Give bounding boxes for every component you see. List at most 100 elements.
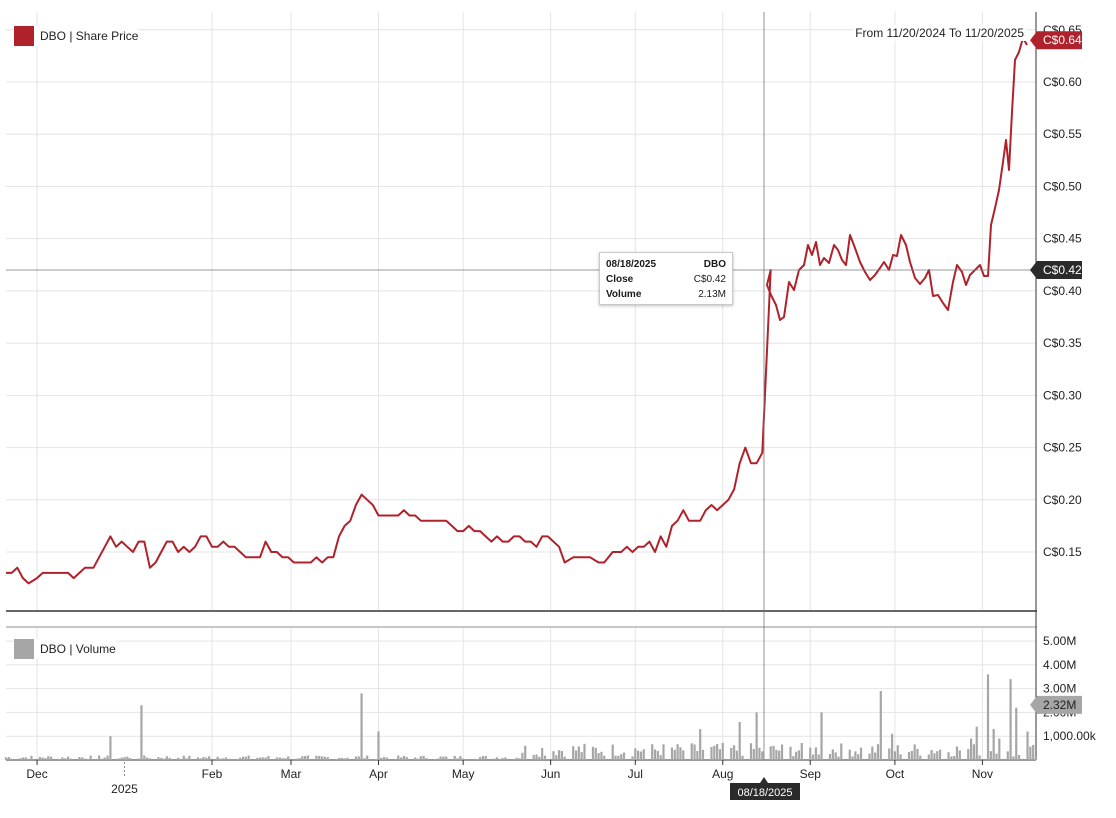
price-legend-swatch <box>14 26 34 46</box>
volume-bar <box>620 754 623 760</box>
volume-bar <box>735 750 738 760</box>
volume-bar <box>222 758 225 760</box>
volume-bar <box>44 758 47 760</box>
volume-bar <box>442 756 445 760</box>
volume-bar <box>653 749 657 760</box>
tooltip-close-label: Close <box>606 274 634 285</box>
volume-bar <box>797 750 801 760</box>
volume-bar <box>10 758 13 760</box>
volume-bar <box>30 755 33 760</box>
volume-bar <box>890 733 894 760</box>
volume-bar <box>320 756 324 760</box>
volume-bar <box>896 745 899 760</box>
volume-bar <box>216 756 219 760</box>
volume-bar <box>50 756 53 760</box>
volume-bar <box>557 750 561 760</box>
volume-bar <box>239 757 242 760</box>
volume-bar <box>789 746 792 760</box>
x-tick-label: Apr <box>369 767 388 781</box>
volume-bar <box>433 759 437 760</box>
tooltip-date: 08/18/2025 <box>606 259 657 270</box>
volume-bar <box>304 755 307 760</box>
volume-bar <box>848 749 851 760</box>
volume-bar <box>543 755 547 760</box>
volume-bar <box>436 758 439 760</box>
volume-bar <box>749 743 753 760</box>
volume-bar <box>772 745 775 760</box>
volume-bar <box>953 755 956 760</box>
x-tick-label: Nov <box>972 767 993 781</box>
volume-bar <box>298 758 301 760</box>
volume-bar <box>414 757 417 760</box>
volume-bar <box>583 743 586 760</box>
x-tick-label: Oct <box>886 767 905 781</box>
volume-bar <box>820 712 823 760</box>
volume-bar <box>732 745 736 760</box>
volume-bar <box>100 758 104 760</box>
volume-bar <box>120 757 123 760</box>
volume-bar <box>47 756 50 760</box>
volume-bar <box>1015 707 1018 760</box>
volume-bar <box>930 750 933 760</box>
volume-bar <box>656 750 659 760</box>
volume-bar <box>1012 756 1015 760</box>
volume-bar <box>140 705 143 760</box>
volume-bar <box>659 755 662 760</box>
last-volume-badge-shape <box>1030 695 1082 714</box>
volume-bar <box>998 738 1001 760</box>
volume-bar <box>1017 755 1021 760</box>
volume-bar <box>778 750 781 760</box>
volume-bar <box>916 748 919 760</box>
volume-bar <box>117 758 120 760</box>
volume-bar <box>879 691 882 760</box>
volume-bar <box>182 755 185 760</box>
volume-bar <box>275 757 279 760</box>
volume-bar <box>343 758 346 760</box>
volume-bar <box>326 757 329 760</box>
date-range-label: From 11/20/2024 To 11/20/2025 <box>853 25 1026 41</box>
volume-bar <box>199 758 202 760</box>
volume-bar <box>160 757 163 760</box>
volume-bar <box>811 754 815 760</box>
volume-bar <box>143 755 146 760</box>
volume-bar <box>459 756 462 760</box>
volume-bar <box>617 755 620 760</box>
volume-bar <box>188 755 191 760</box>
crosshair-price-badge-text: C$0.42 <box>1043 263 1082 277</box>
price-y-tick-label: C$0.25 <box>1043 441 1082 455</box>
volume-bar <box>597 753 600 760</box>
volume-bar <box>913 744 916 760</box>
volume-bar <box>267 756 270 760</box>
volume-bar <box>837 756 840 760</box>
x-tick-label: May <box>452 767 475 781</box>
volume-bar <box>831 749 834 760</box>
volume-bar <box>244 756 247 760</box>
volume-bar <box>893 751 897 760</box>
volume-bar <box>634 748 637 760</box>
volume-bar <box>927 754 930 760</box>
volume-bar <box>168 757 171 760</box>
volume-bar <box>137 758 140 760</box>
tooltip-volume-value: 2.13M <box>698 289 726 300</box>
volume-bar <box>696 751 699 760</box>
volume-bar <box>19 758 22 760</box>
volume-bar <box>682 750 685 760</box>
volume-bar <box>205 757 208 760</box>
volume-bar <box>591 746 595 760</box>
price-line <box>6 37 1028 585</box>
volume-bar <box>710 747 713 760</box>
volume-bar <box>366 755 369 760</box>
volume-bar <box>81 757 84 760</box>
volume-bar <box>580 752 583 760</box>
volume-bar <box>859 747 863 760</box>
volume-bar <box>651 744 654 760</box>
volume-bar <box>61 757 64 760</box>
volume-bar <box>577 746 580 760</box>
volume-bar <box>335 759 338 760</box>
volume-bar <box>456 758 459 760</box>
volume-bar <box>258 757 262 760</box>
volume-bar <box>662 744 665 760</box>
last-price-badge-text: C$0.64 <box>1043 33 1082 47</box>
last-price-badge: C$0.64 <box>1030 31 1082 50</box>
